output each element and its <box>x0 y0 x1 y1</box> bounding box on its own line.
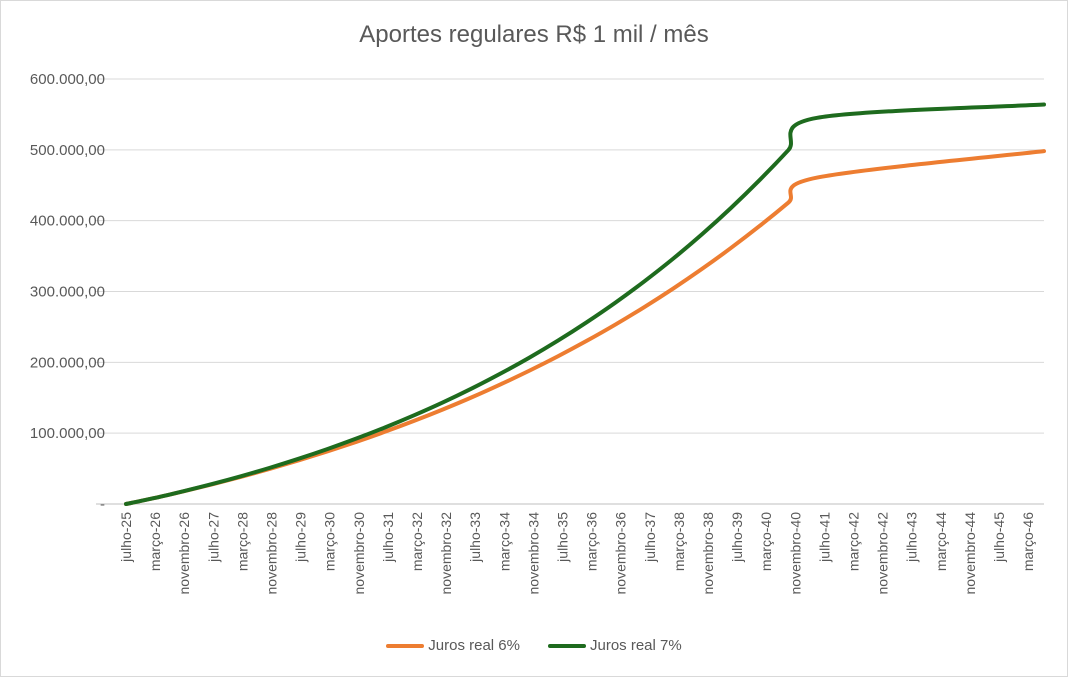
x-tick-label: novembro-44 <box>962 512 978 595</box>
x-tick-label: julho-43 <box>904 512 920 563</box>
series-line-7pct <box>124 102 1046 506</box>
x-tick-label: março-42 <box>846 512 862 571</box>
x-tick-label: novembro-30 <box>351 512 367 595</box>
series-line-6pct <box>124 149 1046 506</box>
x-tick-label: novembro-38 <box>700 512 716 595</box>
chart-title: Aportes regulares R$ 1 mil / mês <box>359 21 709 48</box>
x-tick-label: julho-27 <box>205 512 221 563</box>
legend-label-7: Juros real 7% <box>590 637 682 654</box>
x-tick-label: julho-39 <box>729 512 745 563</box>
y-tick-label: 500.000,00 <box>30 142 105 159</box>
x-tick-label: novembro-28 <box>264 512 280 595</box>
x-tick-label: julho-25 <box>118 512 134 563</box>
y-tick-label: 600.000,00 <box>30 71 105 88</box>
legend-swatch-6 <box>386 643 425 648</box>
legend-label-6: Juros real 6% <box>428 637 520 654</box>
x-tick-label: março-46 <box>1020 512 1036 571</box>
legend: Juros real 6% Juros real 7% <box>1 637 1067 654</box>
x-tick-label: julho-35 <box>555 512 571 563</box>
x-tick-label: julho-29 <box>293 512 309 563</box>
x-tick-label: novembro-40 <box>787 512 803 595</box>
x-tick-label: março-28 <box>234 512 250 571</box>
x-tick-label: novembro-36 <box>613 512 629 595</box>
x-tick-label: julho-31 <box>380 512 396 563</box>
y-tick-label: 300.000,00 <box>30 284 105 301</box>
y-tick-label: 400.000,00 <box>30 213 105 230</box>
x-tick-label: novembro-34 <box>525 512 541 595</box>
x-tick-label: março-44 <box>933 512 949 571</box>
legend-swatch-7 <box>548 643 586 648</box>
x-tick-label: novembro-42 <box>875 512 891 595</box>
y-tick-label: 100.000,00 <box>30 425 105 442</box>
x-tick-label: julho-45 <box>991 512 1007 563</box>
x-tick-label: março-40 <box>758 512 774 571</box>
legend-item-7: Juros real 7% <box>548 637 682 654</box>
x-tick-label: julho-33 <box>467 512 483 563</box>
x-tick-label: março-26 <box>147 512 163 571</box>
x-tick-label: novembro-26 <box>176 512 192 595</box>
y-tick-label: 200.000,00 <box>30 354 105 371</box>
x-tick-label: novembro-32 <box>438 512 454 595</box>
x-tick-label: março-30 <box>322 512 338 571</box>
x-tick-label: março-34 <box>496 512 512 571</box>
x-tick-label: julho-41 <box>816 512 832 563</box>
x-tick-label: março-32 <box>409 512 425 571</box>
legend-item-6: Juros real 6% <box>386 637 520 654</box>
x-tick-label: julho-37 <box>642 512 658 563</box>
x-tick-label: março-38 <box>671 512 687 571</box>
x-tick-label: março-36 <box>584 512 600 571</box>
